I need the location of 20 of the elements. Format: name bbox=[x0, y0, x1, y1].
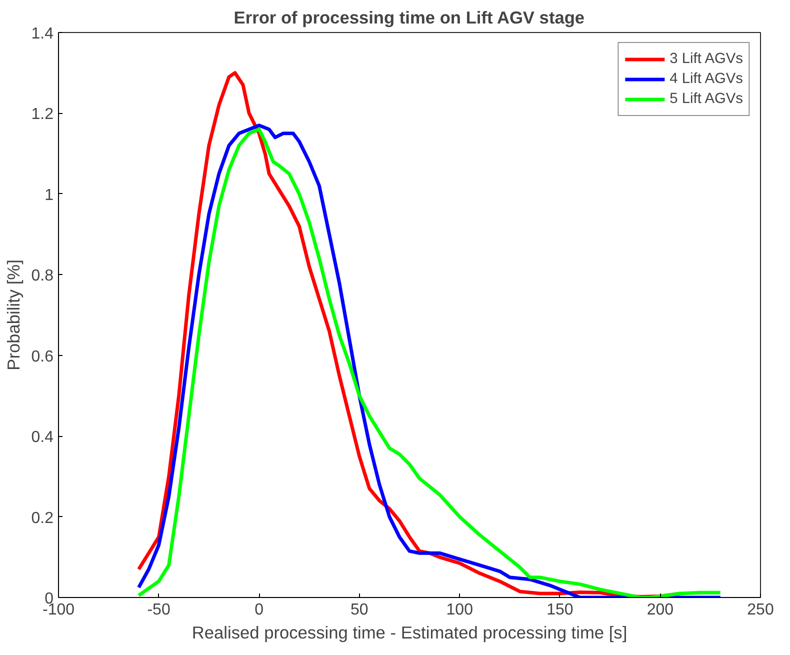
y-tick-label: 0.2 bbox=[31, 510, 54, 527]
x-axis-title: Realised processing time - Estimated processing time [s] bbox=[192, 622, 628, 642]
y-tick-label: 1.4 bbox=[31, 26, 54, 42]
x-tick-label: 0 bbox=[254, 602, 264, 618]
chart-title: Error of processing time on Lift AGV stage bbox=[234, 8, 585, 28]
y-tick-label: 0.4 bbox=[31, 429, 54, 446]
x-tick-label: 250 bbox=[747, 602, 774, 618]
y-tick-label: 1.2 bbox=[31, 106, 54, 124]
y-tick-label: 0.8 bbox=[31, 268, 54, 285]
x-tick-label: 50 bbox=[350, 602, 368, 618]
y-axis-title: Probability [%] bbox=[3, 260, 24, 370]
x-tick-label: 200 bbox=[646, 602, 674, 618]
y-tick-label: 1 bbox=[44, 186, 54, 204]
legend-label: 3 Lift AGVs bbox=[670, 51, 743, 67]
x-tick-label: 150 bbox=[546, 602, 574, 618]
legend-label: 4 Lift AGVs bbox=[670, 71, 743, 87]
legend-label: 5 Lift AGVs bbox=[670, 91, 743, 107]
x-tick-label: -50 bbox=[147, 602, 170, 618]
y-tick-label: 0.6 bbox=[31, 348, 54, 366]
x-tick-label: 100 bbox=[446, 602, 474, 618]
